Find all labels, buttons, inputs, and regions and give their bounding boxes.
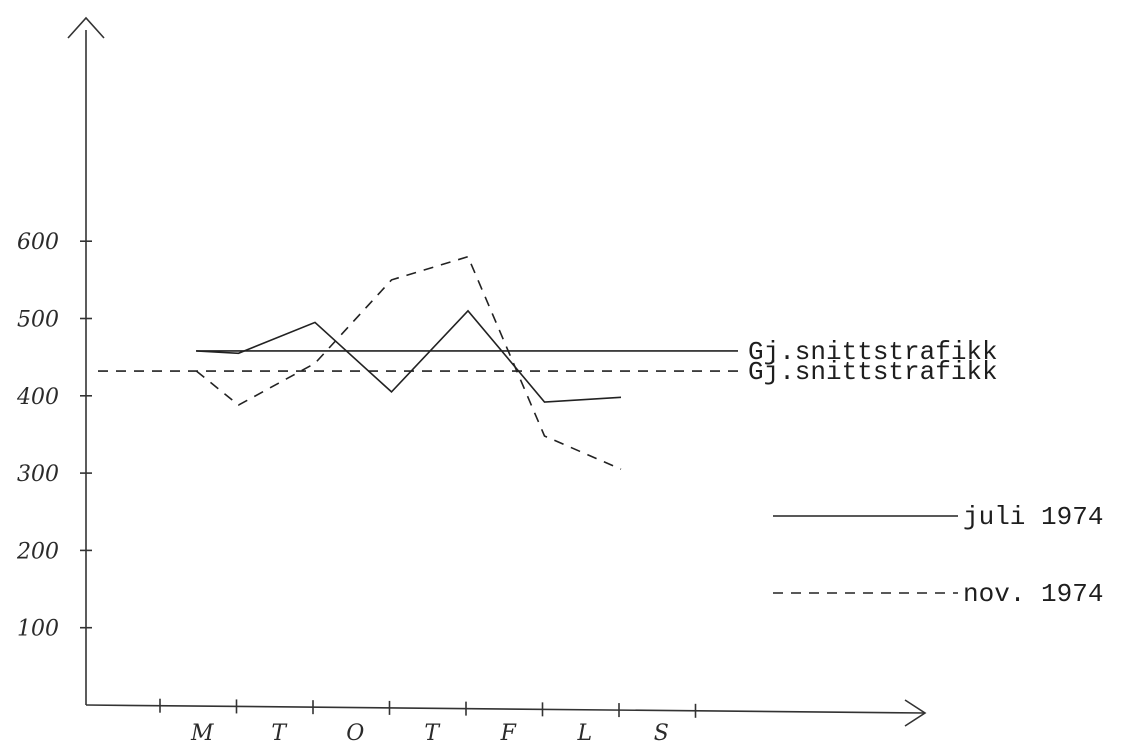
- average-label: Gj.snittstrafikk: [748, 357, 998, 387]
- x-tick-label: O: [346, 721, 364, 744]
- x-tick-label: T: [424, 721, 441, 744]
- y-tick-label: 200: [16, 539, 59, 564]
- series-line-0: [196, 309, 622, 403]
- y-axis-arrow: [67, 16, 105, 39]
- y-tick-label: 400: [16, 385, 59, 410]
- y-tick-label: 100: [17, 617, 59, 642]
- x-tick-label: F: [500, 721, 517, 744]
- legend-label: juli 1974: [963, 502, 1103, 532]
- chart-axes: [67, 16, 927, 727]
- x-axis-arrow: [904, 699, 927, 727]
- x-tick-label: T: [271, 721, 288, 744]
- x-tick-label: S: [654, 721, 669, 744]
- x-axis: [85, 704, 926, 714]
- y-ticks: 100 200 300 400 500 600: [16, 230, 92, 642]
- y-tick-label: 300: [17, 462, 59, 487]
- legend-label: nov. 1974: [963, 579, 1103, 609]
- y-tick-label: 500: [17, 308, 59, 333]
- x-tick-label: M: [190, 721, 214, 744]
- y-tick-label: 600: [17, 230, 59, 255]
- average-label: Gj.snittstrafikk: [748, 337, 998, 367]
- legend: juli 1974 nov. 1974: [773, 502, 1103, 609]
- series-line-1: [195, 255, 622, 470]
- series-lines: [195, 255, 622, 470]
- x-tick-label: L: [576, 721, 592, 744]
